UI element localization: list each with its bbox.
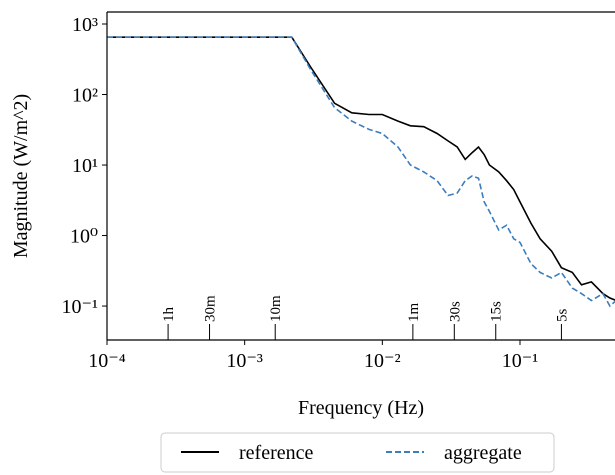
- legend-label: aggregate: [444, 442, 522, 464]
- period-label: 1m: [406, 303, 422, 323]
- y-tick-label: 10²: [72, 85, 98, 107]
- period-label: 30m: [203, 295, 219, 322]
- legend-label: reference: [239, 442, 313, 464]
- y-tick-label: 10³: [72, 14, 98, 36]
- period-label: 10m: [268, 295, 284, 322]
- period-label: 5s: [554, 309, 570, 323]
- plot-area: [107, 36, 615, 308]
- x-axis-label: Frequency (Hz): [298, 397, 424, 419]
- x-tick-label: 10⁻¹: [502, 350, 539, 372]
- series-line: [107, 36, 615, 308]
- legend-box: [160, 432, 555, 473]
- x-tick-label: 10⁻²: [364, 350, 401, 372]
- y-tick-label: 10⁻¹: [61, 296, 98, 318]
- x-tick-label: 10⁻⁴: [88, 350, 126, 372]
- y-tick-label: 10¹: [72, 155, 98, 177]
- series-line: [107, 36, 615, 301]
- y-axis-label: Magnitude (W/m^2): [10, 94, 32, 258]
- period-label: 15s: [489, 301, 505, 322]
- period-label: 1h: [161, 307, 177, 323]
- period-label: 30s: [447, 301, 463, 322]
- x-tick-label: 10⁻³: [226, 350, 263, 372]
- y-tick-label: 10⁰: [70, 226, 98, 248]
